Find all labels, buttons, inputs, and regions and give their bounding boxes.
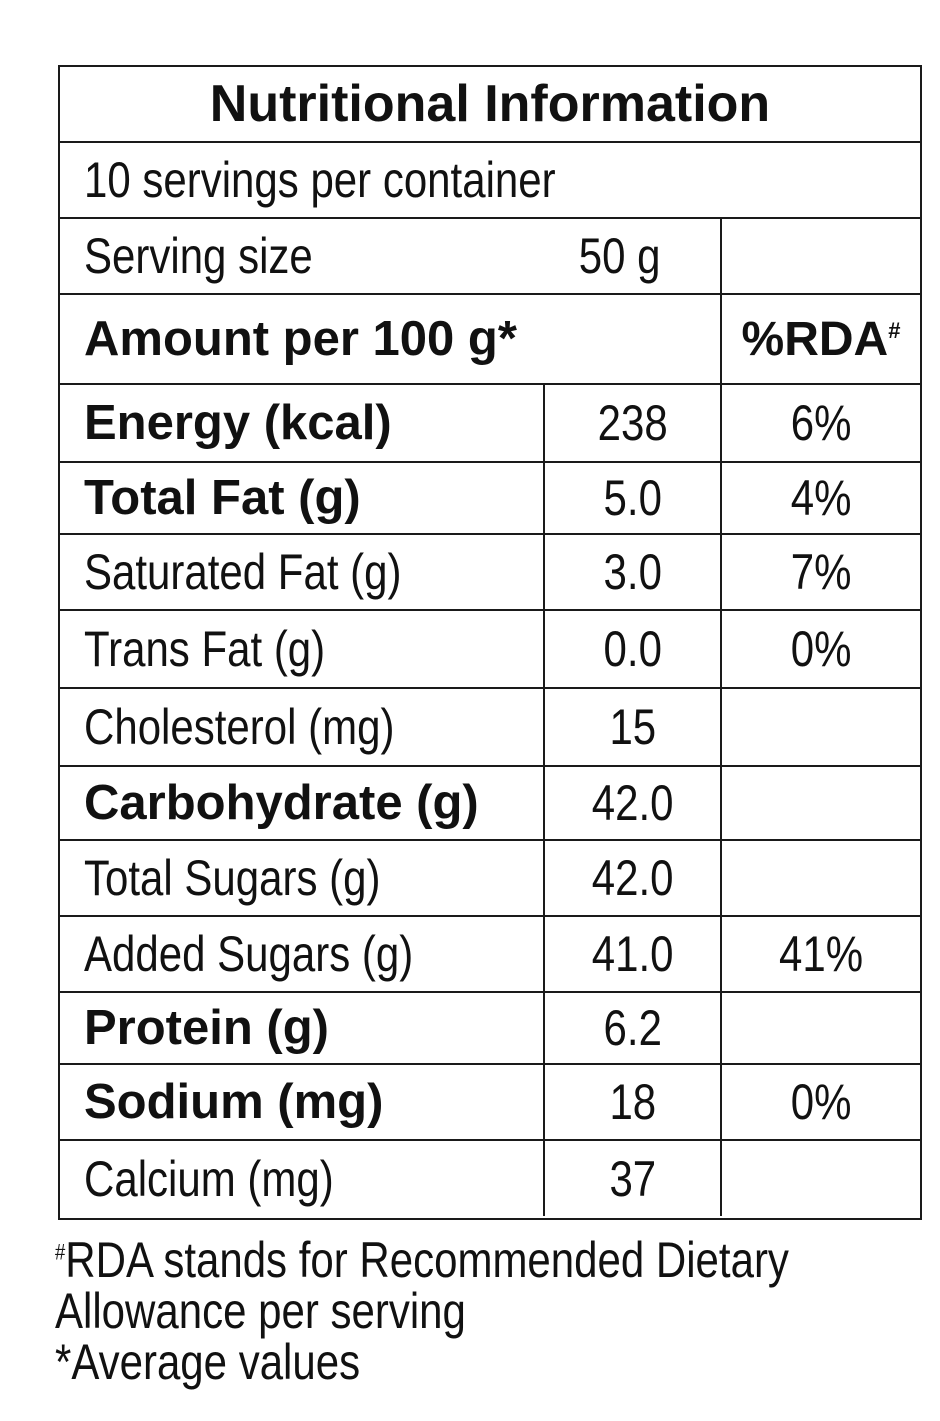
footnote-rda: #RDA stands for Recommended Dietary <box>55 1234 789 1286</box>
nutrient-name: Trans Fat (g) <box>84 621 326 677</box>
table-row: Total Fat (g) 5.0 4% <box>60 463 920 535</box>
nutrient-name: Total Sugars (g) <box>84 850 381 906</box>
nutrient-value: 238 <box>597 395 668 451</box>
nutrient-value: 18 <box>609 1074 656 1130</box>
nutrient-value: 42.0 <box>591 850 674 906</box>
table-row: Carbohydrate (g) 42.0 <box>60 767 920 841</box>
nutrient-rda: 0% <box>790 1074 852 1130</box>
table-title: Nutritional Information <box>209 75 771 133</box>
amount-header-row: Amount per 100 g* %RDA# <box>60 295 920 385</box>
nutrient-value: 41.0 <box>591 926 674 982</box>
footnote-average-text: Average values <box>71 1334 361 1390</box>
table-row: Saturated Fat (g) 3.0 7% <box>60 535 920 611</box>
footnote-average: *Average values <box>55 1336 360 1388</box>
nutrient-value: 3.0 <box>603 544 662 600</box>
nutrient-rda: 0% <box>790 621 852 677</box>
table-row: Calcium (mg) 37 <box>60 1141 920 1216</box>
servings-row: 10 servings per container <box>60 143 920 219</box>
footnote-asterisk: * <box>55 1334 72 1390</box>
table-row: Total Sugars (g) 42.0 <box>60 841 920 917</box>
nutrient-rda: 41% <box>778 926 864 982</box>
serving-size-empty-cell <box>720 219 920 293</box>
nutrient-value: 37 <box>609 1150 656 1207</box>
amount-header-label: Amount per 100 g* <box>84 312 517 366</box>
servings-per-container: 10 servings per container <box>84 152 556 208</box>
table-row: Protein (g) 6.2 <box>60 993 920 1065</box>
nutrient-name: Protein (g) <box>84 1001 329 1055</box>
table-title-row: Nutritional Information <box>60 67 920 143</box>
nutrient-rda: 4% <box>790 470 852 526</box>
nutrient-name: Energy (kcal) <box>84 396 392 450</box>
nutrient-value: 5.0 <box>603 470 662 526</box>
serving-size-row: Serving size 50 g <box>60 219 920 295</box>
nutrient-name: Carbohydrate (g) <box>84 776 479 830</box>
nutrient-name: Total Fat (g) <box>84 471 361 525</box>
nutrient-name: Saturated Fat (g) <box>84 544 402 600</box>
table-row: Added Sugars (g) 41.0 41% <box>60 917 920 993</box>
nutrient-value: 6.2 <box>603 1000 662 1056</box>
nutrient-name: Calcium (mg) <box>84 1150 334 1207</box>
footnote-rda-line2: Allowance per serving <box>55 1283 466 1339</box>
nutrient-value: 42.0 <box>591 775 674 831</box>
footnote-rda-line1: RDA stands for Recommended Dietary <box>65 1232 789 1288</box>
table-row: Trans Fat (g) 0.0 0% <box>60 611 920 689</box>
nutrient-rda: 7% <box>790 544 852 600</box>
nutrient-value: 15 <box>609 699 656 755</box>
nutrient-name: Sodium (mg) <box>84 1075 384 1129</box>
nutrition-table: Nutritional Information 10 servings per … <box>58 65 922 1220</box>
nutrient-value: 0.0 <box>603 621 662 677</box>
serving-size-value: 50 g <box>579 228 661 284</box>
rda-header: %RDA# <box>741 312 901 366</box>
nutrient-name: Added Sugars (g) <box>84 926 414 982</box>
serving-size-label: Serving size <box>84 228 313 284</box>
nutrient-name: Cholesterol (mg) <box>84 699 395 755</box>
footnote-hash-mark: # <box>55 1239 66 1265</box>
table-row: Sodium (mg) 18 0% <box>60 1065 920 1141</box>
table-row: Energy (kcal) 238 6% <box>60 385 920 463</box>
nutrient-rda: 6% <box>790 395 852 451</box>
table-row: Cholesterol (mg) 15 <box>60 689 920 767</box>
